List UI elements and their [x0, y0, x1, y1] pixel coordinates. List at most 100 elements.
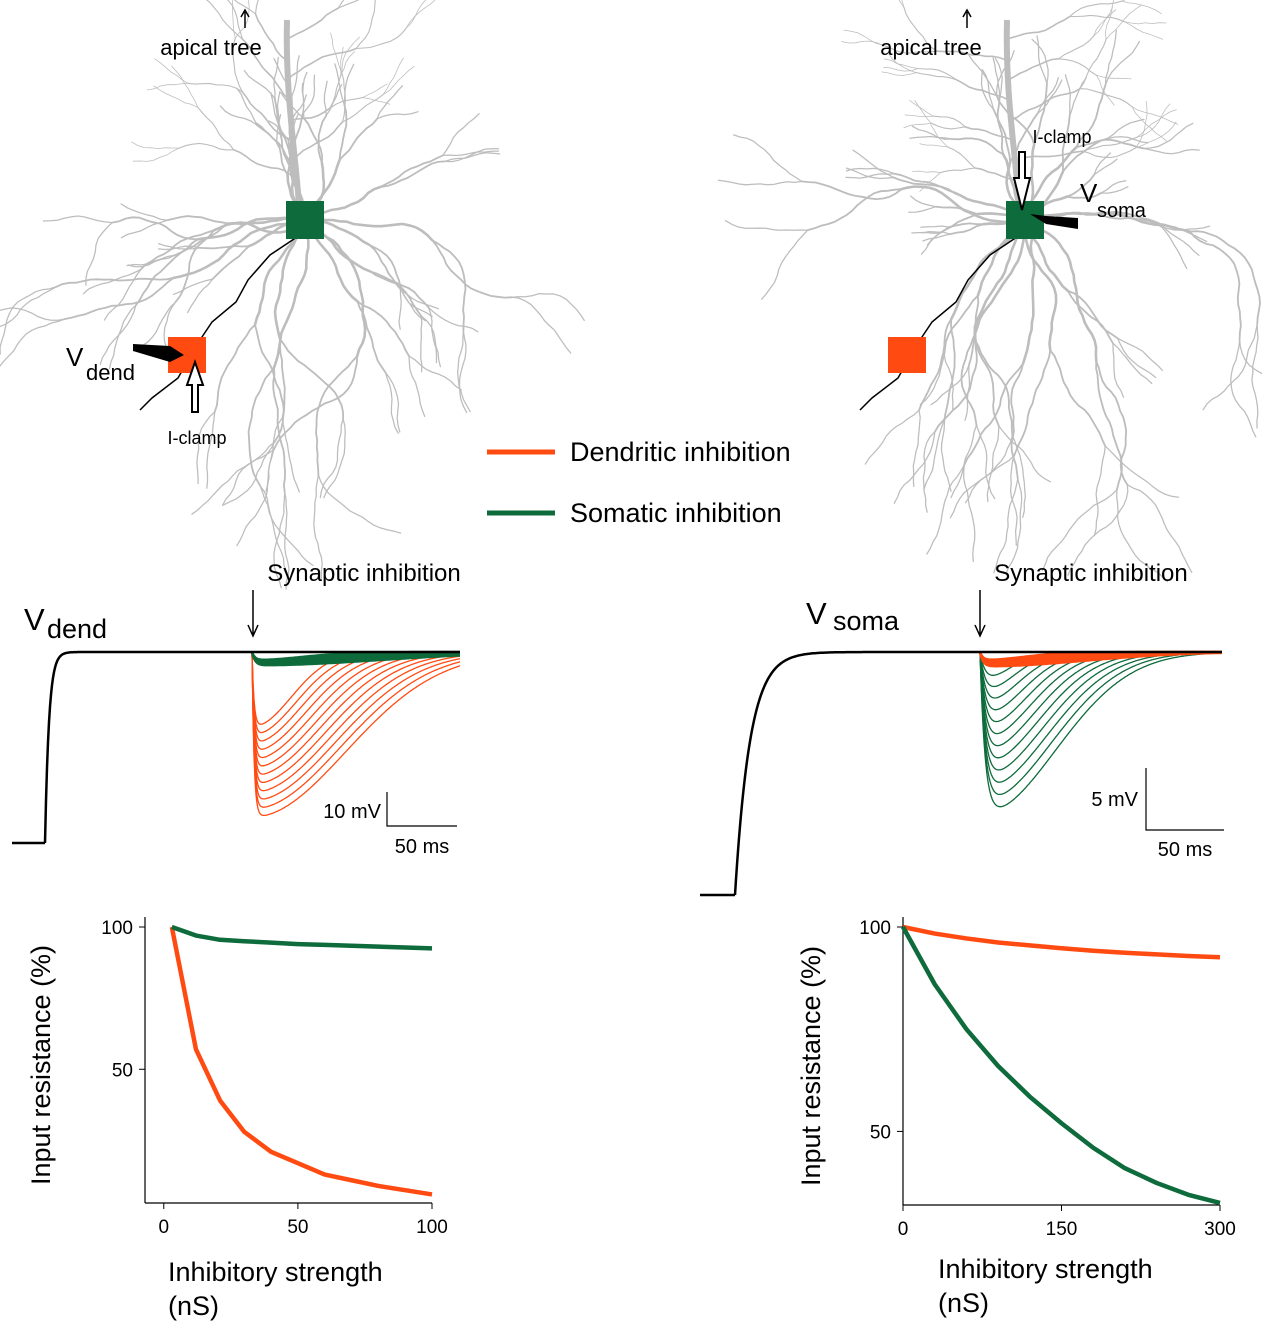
dendrite: [974, 218, 1027, 335]
dendrite: [919, 354, 945, 406]
dendrite: [964, 126, 1013, 141]
trace: [733, 650, 980, 896]
dendrite: [920, 225, 950, 228]
x-tick-label: 0: [158, 1217, 169, 1238]
dendrite: [1160, 225, 1188, 270]
dendrite: [1188, 230, 1261, 326]
dendrite: [993, 478, 1019, 574]
dendrite: [442, 113, 480, 157]
dendrite: [153, 85, 199, 108]
charts: 50 100 0 50 100 Input resistance (%) 50 100 0 150…: [26, 437, 1236, 1240]
dendrite: [1126, 484, 1193, 574]
x-tick-label: 50: [287, 1217, 308, 1238]
dendrite: [279, 338, 345, 420]
dendrite: [1230, 338, 1257, 438]
dendrite: [915, 72, 958, 81]
legend-label: Dendritic inhibition: [570, 437, 791, 467]
dendrite: [302, 74, 316, 115]
arrow: [962, 8, 972, 28]
dendrite: [1093, 158, 1118, 176]
x-tick-label: 300: [1204, 1219, 1236, 1240]
dendrite: [841, 40, 884, 46]
dendrite: [282, 416, 300, 493]
trace: [251, 651, 461, 808]
dendrite: [1075, 138, 1146, 150]
dendrite: [1095, 360, 1129, 486]
dendrite: [964, 364, 971, 421]
trace-sub: soma: [833, 606, 900, 636]
dendrite: [1058, 35, 1095, 60]
dendrite: [427, 306, 438, 364]
trace: [251, 651, 460, 767]
dendrite: [998, 425, 1051, 483]
dendrite: [132, 147, 180, 162]
dendrite: [99, 304, 137, 365]
dendrite: [911, 125, 953, 140]
dendrite: [1121, 0, 1126, 2]
dendrite: [384, 371, 399, 434]
dendrite: [936, 50, 1007, 61]
dendrite: [134, 301, 176, 350]
dendrite: [1075, 83, 1107, 149]
dendrite: [1005, 478, 1023, 575]
dendrite: [219, 105, 258, 126]
dendrite: [1058, 58, 1098, 76]
dendrite: [289, 107, 331, 121]
dendrite: [196, 411, 216, 485]
apical-label: apical tree: [160, 35, 262, 60]
dendrite: [1011, 434, 1027, 518]
dendrite: [974, 339, 1014, 437]
dendrite: [884, 58, 919, 69]
rec-sub: soma: [1097, 200, 1147, 222]
trace: [979, 651, 1222, 771]
soma-site: [286, 201, 324, 239]
dendrite: [334, 63, 345, 106]
dendrite: [1069, 14, 1126, 23]
dendrite: [108, 304, 137, 370]
dendrite: [165, 215, 230, 225]
dendrite: [912, 170, 941, 173]
dendrite: [909, 100, 934, 117]
dendrite: [946, 146, 976, 169]
trace: [251, 651, 460, 775]
dendrite: [947, 222, 985, 229]
dendrite: [289, 94, 307, 126]
dendrite: [283, 7, 340, 41]
dendrite: [259, 484, 289, 580]
dendrite: [187, 82, 244, 93]
electrode-clamp: [1012, 151, 1032, 211]
dendrite: [510, 296, 572, 354]
dendrite: [1112, 342, 1153, 385]
dendrite: [917, 67, 958, 81]
dendrite: [0, 286, 57, 328]
dendrite: [843, 29, 884, 46]
dendrite: [717, 179, 803, 186]
dendrite: [974, 331, 1000, 427]
trace: [43, 650, 252, 844]
dendrite: [226, 0, 243, 40]
dendrite: [973, 218, 1027, 343]
dendrite: [315, 355, 359, 476]
dendrite: [131, 141, 180, 149]
dendrite: [912, 409, 921, 488]
dendrite: [408, 355, 426, 418]
dendrite: [1066, 173, 1095, 198]
dendrite: [103, 268, 142, 321]
series-line: [171, 924, 433, 951]
dendrite: [1082, 136, 1138, 152]
dendrite: [400, 289, 440, 310]
dendrite: [211, 245, 250, 281]
dendrite: [265, 416, 284, 492]
trace-sub: dend: [47, 614, 107, 644]
dendrite: [939, 167, 976, 174]
dendrite: [1143, 147, 1200, 155]
apical-trunk: [283, 19, 303, 221]
dendrite: [337, 0, 345, 9]
dendrite: [1062, 137, 1109, 173]
dendrite: [1006, 58, 1060, 81]
dendrite: [120, 203, 168, 221]
dendrite: [368, 243, 403, 292]
dendrite: [980, 69, 995, 111]
trace: [251, 651, 461, 817]
dendrite: [317, 114, 328, 164]
